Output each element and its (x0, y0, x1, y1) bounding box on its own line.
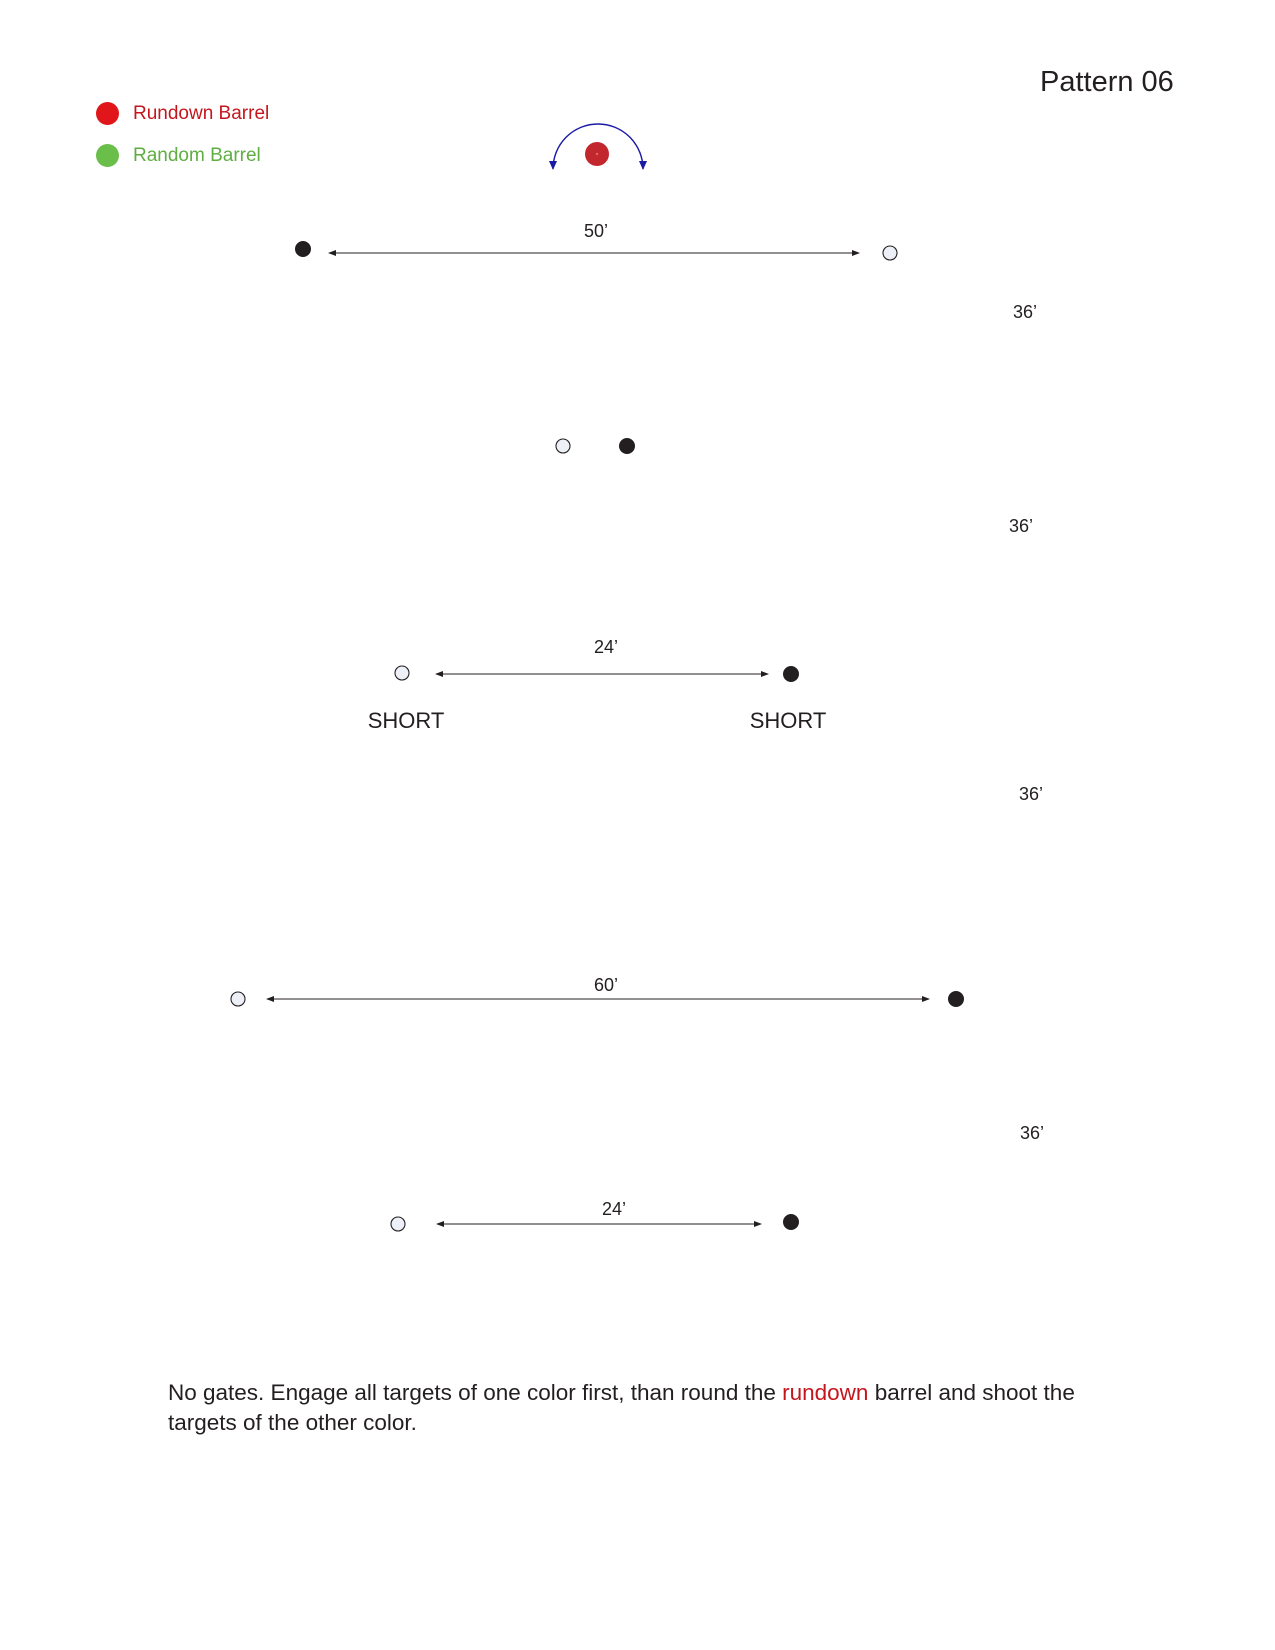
row5-distance-label: 24’ (601, 1199, 627, 1219)
target-open (394, 665, 410, 681)
target-open (390, 1216, 406, 1232)
random-barrel-legend-icon (96, 144, 119, 167)
instructions-before: No gates. Engage all targets of one colo… (168, 1380, 783, 1405)
segment-label: 36’ (1009, 516, 1034, 536)
target-filled (948, 991, 964, 1007)
instructions-highlight: rundown (782, 1380, 869, 1405)
segment-label: 36’ (1020, 1123, 1045, 1143)
pattern-title: Pattern 06 (1040, 66, 1174, 98)
target-open (555, 438, 571, 454)
target-open (230, 991, 246, 1007)
target-filled (619, 438, 635, 454)
segment-label: 36’ (1013, 302, 1038, 322)
row3-distance-label: 24’ (593, 637, 619, 657)
target-filled (295, 241, 311, 257)
target-open (882, 245, 898, 261)
row1-distance-label: 50’ (583, 221, 609, 241)
legend-random-label: Random Barrel (133, 144, 261, 166)
target-filled (783, 666, 799, 682)
row4-distance-label: 60’ (593, 975, 619, 995)
short-label-right: SHORT (749, 708, 827, 733)
instructions-text: No gates. Engage all targets of one colo… (168, 1378, 1148, 1438)
rundown-arc (549, 123, 647, 170)
legend-random: Random Barrel (96, 144, 261, 167)
short-label-left: SHORT (367, 708, 445, 733)
target-filled (783, 1214, 799, 1230)
rundown-barrel-legend-icon (96, 102, 119, 125)
segment-label: 36’ (1019, 784, 1044, 804)
legend-rundown: Rundown Barrel (96, 102, 269, 125)
instructions-after: barrel and shoot the targets of the othe… (168, 1380, 1075, 1435)
rundown-barrel-center (595, 152, 599, 156)
legend-rundown-label: Rundown Barrel (133, 102, 270, 124)
